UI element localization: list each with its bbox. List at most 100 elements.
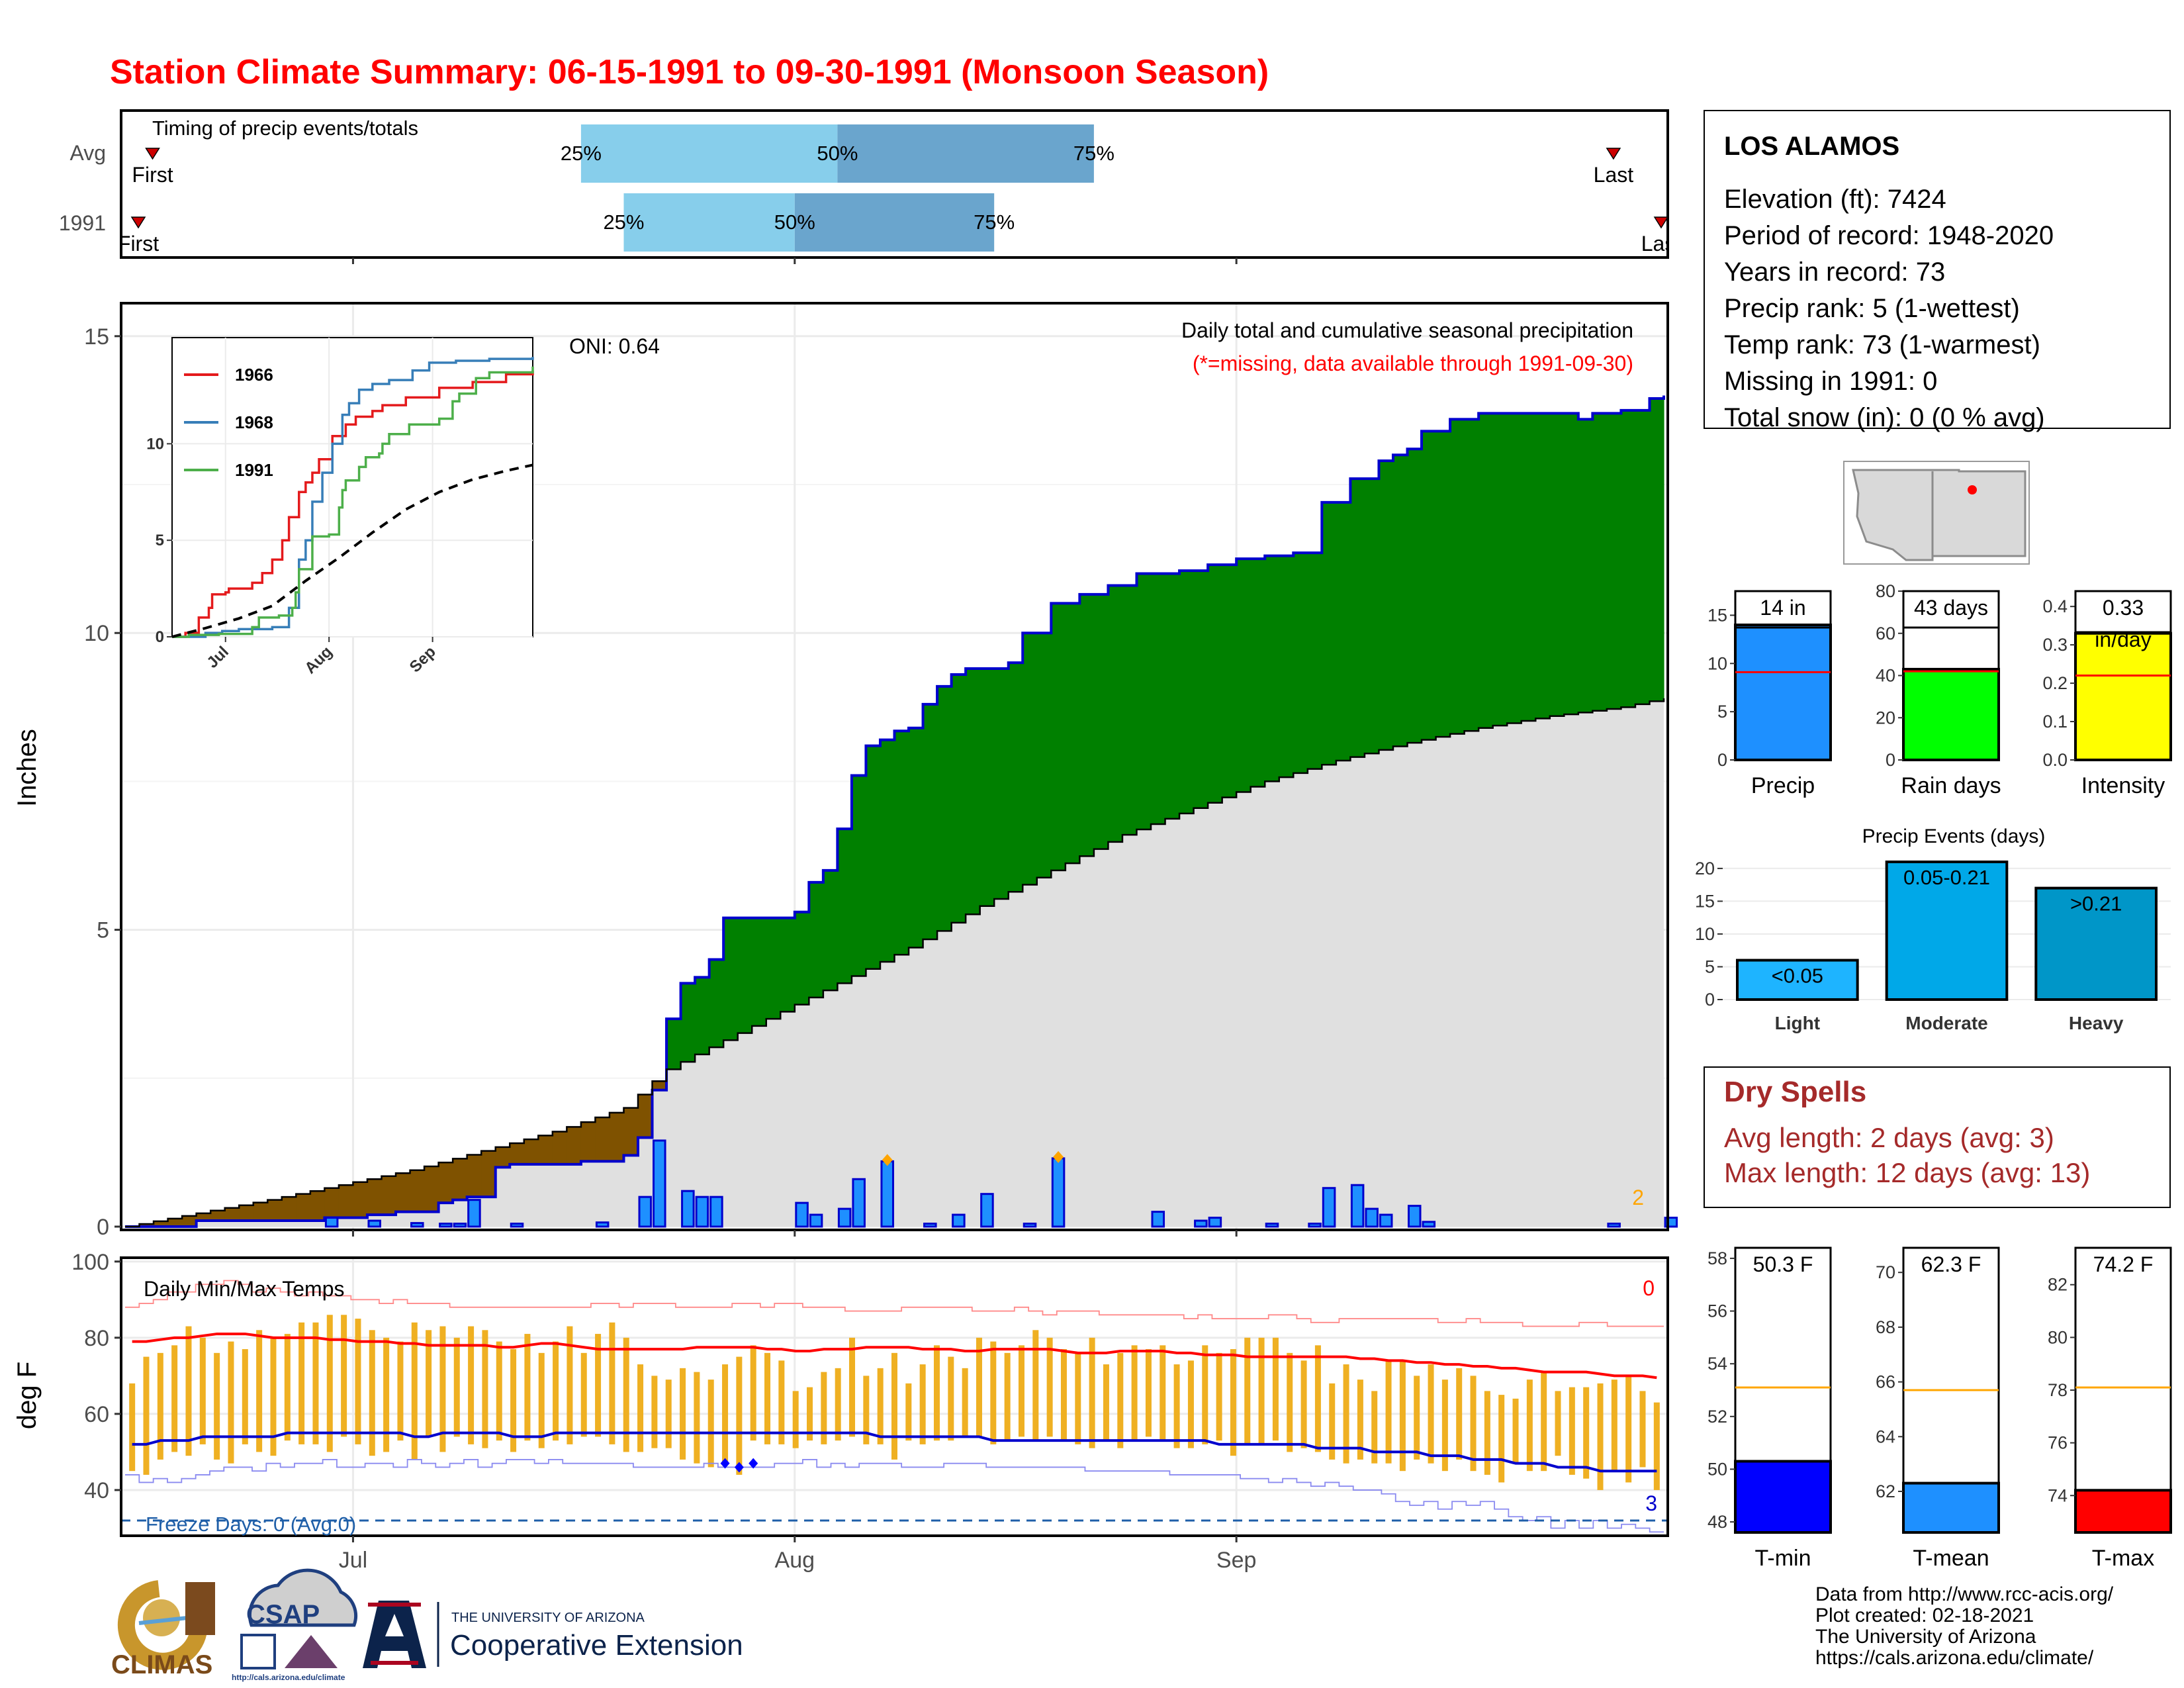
events-bar-light <box>1736 959 1859 1001</box>
surplus-segment <box>1422 431 1437 740</box>
tmin-y-tick-label: 52 <box>1707 1407 1727 1427</box>
surplus-segment <box>837 829 852 984</box>
intensity-y-tick-label: 0.2 <box>2042 673 2068 693</box>
daily-precip-bar <box>1365 1207 1379 1228</box>
precip-events-panel: Precip Events (days) 0 5 10 15 20 <0.05 Light 0… <box>1695 825 2171 1033</box>
surplus-segment <box>766 917 781 1019</box>
deficit-segment <box>267 1199 283 1221</box>
daily-temp-bar <box>1441 1380 1448 1472</box>
timing-p50-label: 50% <box>817 142 858 165</box>
daily-temp-bar <box>948 1356 954 1441</box>
surplus-segment <box>680 983 696 1062</box>
surplus-segment <box>1578 419 1593 713</box>
surplus-segment <box>1479 413 1494 728</box>
daily-temp-bar <box>623 1337 629 1452</box>
surplus-segment <box>994 669 1009 899</box>
tmax-y-tick-label: 78 <box>2048 1380 2068 1400</box>
deficit-segment <box>139 1223 154 1227</box>
csap-logo: CSAP http://cals.arizona.edu/climate <box>232 1568 358 1682</box>
ua-small-text: THE UNIVERSITY OF ARIZONA <box>451 1611 645 1625</box>
daily-temp-bar <box>694 1372 700 1464</box>
daily-temp-bar <box>580 1352 587 1437</box>
rain-days-axis-label: Rain days <box>1901 773 2001 798</box>
precip-missing-note: (*=missing, data available through 1991-… <box>1193 352 1633 375</box>
daily-temp-bar <box>821 1372 827 1444</box>
deficit-segment <box>224 1207 240 1221</box>
daily-temp-bar <box>1131 1345 1138 1441</box>
daily-temp-bar <box>1414 1376 1420 1460</box>
figure-title: Station Climate Summary: 06-15-1991 to 0… <box>110 53 1269 91</box>
daily-temp-bar <box>143 1356 150 1475</box>
daily-temp-bar <box>1541 1372 1547 1472</box>
precip-y-tick-label: 5 <box>97 918 109 943</box>
daily-temp-bar <box>1329 1383 1336 1460</box>
daily-temp-bar <box>1385 1360 1392 1464</box>
tmin-y-tick-label: 50 <box>1707 1459 1727 1479</box>
temperature-panel: 40 60 80 100 deg F Daily Min/Max Temps Free… <box>13 1230 1669 1573</box>
tmean-gauge-bar <box>1902 1481 2000 1534</box>
daily-temp-bar <box>199 1337 206 1444</box>
surplus-segment <box>1322 502 1337 765</box>
surplus-segment <box>966 669 981 915</box>
tmin-y-tick-label: 48 <box>1707 1512 1727 1532</box>
tmax-axis-label: T-max <box>2092 1546 2154 1571</box>
daily-temp-bar <box>1583 1387 1590 1479</box>
tmean-y-tick-label: 68 <box>1876 1317 1895 1337</box>
surplus-segment <box>1407 449 1422 743</box>
surplus-segment <box>1265 555 1280 782</box>
deficit-segment <box>638 1094 653 1138</box>
inset-series-1966 <box>172 370 534 638</box>
surplus-segment <box>794 912 809 1005</box>
inset-normal-line <box>171 463 533 638</box>
rain-days-y-tick-label: 40 <box>1876 666 1895 686</box>
deficit-segment <box>253 1202 268 1221</box>
last-event-marker <box>1606 148 1621 160</box>
oni-label: ONI: 0.64 <box>569 334 660 358</box>
events-y-tick-label: 15 <box>1695 891 1715 911</box>
daily-temp-bar <box>722 1364 729 1464</box>
intensity-y-tick-label: 0.3 <box>2042 635 2068 655</box>
tmax-value-label: 74.2 F <box>2093 1252 2154 1276</box>
surplus-segment <box>894 731 909 955</box>
deficit-segment <box>467 1154 482 1197</box>
daily-temp-bar <box>1597 1383 1604 1490</box>
daily-temp-bar <box>482 1330 488 1448</box>
deficit-segment <box>310 1191 325 1221</box>
daily-temp-bar <box>1371 1391 1378 1464</box>
daily-temp-bar <box>1187 1360 1194 1448</box>
inset-legend-label: 1991 <box>235 460 273 480</box>
surplus-segment <box>737 917 752 1033</box>
daily-precip-bar <box>1350 1184 1365 1228</box>
daily-precip-bar <box>952 1213 966 1228</box>
daily-temp-bar <box>764 1352 771 1444</box>
tmean-y-tick-label: 62 <box>1876 1481 1895 1501</box>
x-tick-label: Sep <box>1216 1548 1257 1573</box>
station-location-dot <box>1968 485 1977 494</box>
daily-temp-bar <box>426 1330 432 1437</box>
daily-precip-bar <box>852 1178 866 1228</box>
inset-legend-label: 1966 <box>235 365 273 385</box>
daily-precip-bar <box>1308 1223 1322 1228</box>
daily-precip-bar <box>638 1196 653 1228</box>
daily-temp-bar <box>157 1352 163 1460</box>
temp-y-tick-label: 100 <box>71 1250 109 1275</box>
daily-temp-bar <box>1060 1349 1067 1441</box>
temp-y-tick-label: 80 <box>84 1326 109 1351</box>
daily-temp-bar <box>567 1326 573 1444</box>
daily-precip-bar <box>837 1207 852 1228</box>
daily-temp-bar <box>369 1330 375 1456</box>
daily-temp-bar <box>1216 1352 1222 1441</box>
inset-y-tick-label: 0 <box>156 628 164 646</box>
tmean-y-tick-label: 66 <box>1876 1372 1895 1392</box>
daily-precip-bar <box>681 1190 695 1228</box>
deficit-segment <box>338 1185 354 1218</box>
record-low-marker <box>734 1462 744 1473</box>
inset-series-1991 <box>172 366 534 638</box>
daily-temp-bar <box>933 1345 940 1441</box>
events-category-label: Heavy <box>2069 1013 2124 1033</box>
normal-cumulative-area <box>125 701 1664 1227</box>
deficit-segment <box>182 1215 197 1227</box>
surplus-segment <box>1649 399 1664 702</box>
daily-temp-bar <box>510 1349 517 1452</box>
daily-temp-bar <box>326 1315 333 1452</box>
